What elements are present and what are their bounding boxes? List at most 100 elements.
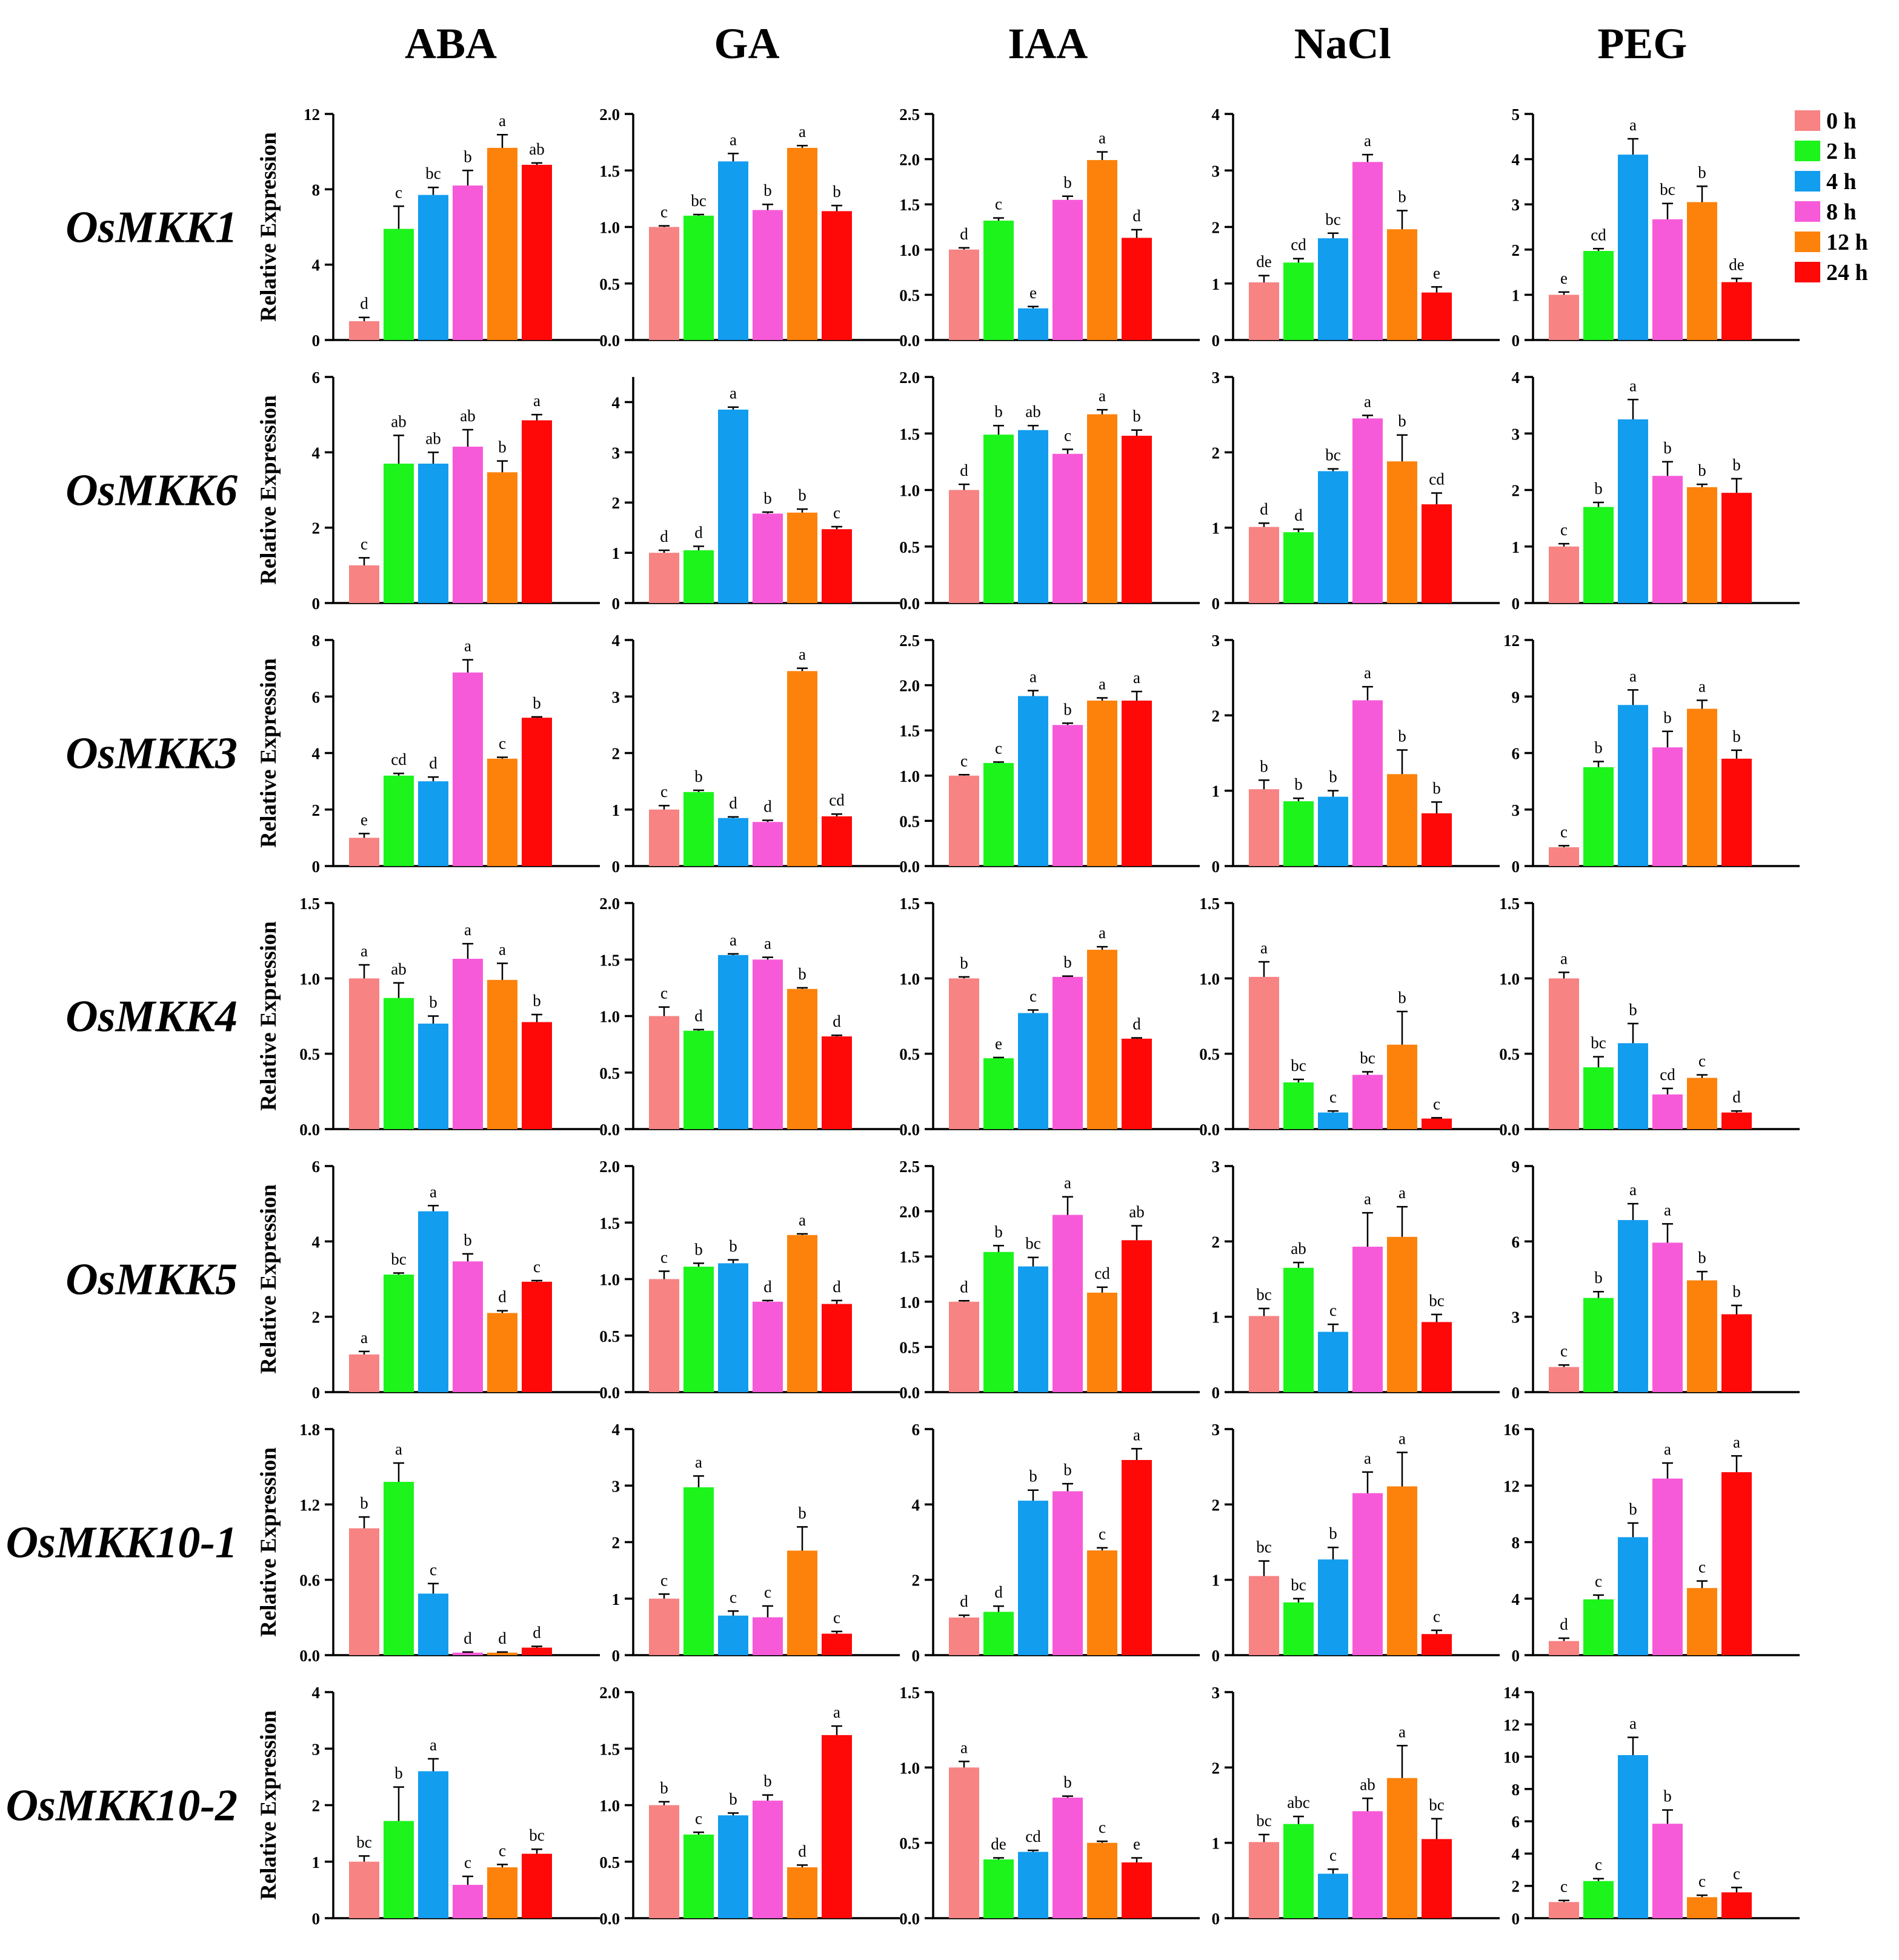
y-tick-label: 0.0	[899, 332, 920, 350]
significance-letter: cd	[1429, 470, 1445, 488]
bar-8-h	[1352, 1247, 1383, 1392]
y-tick-label: 0	[312, 1910, 321, 1928]
bar-8-h	[1053, 1798, 1083, 1918]
bar-2-h	[983, 1058, 1014, 1129]
significance-letter: b	[1063, 700, 1072, 718]
bar-24-h	[1721, 493, 1752, 603]
significance-letter: a	[1629, 1181, 1637, 1199]
y-tick-label: 0.5	[899, 812, 920, 830]
bar-12-h	[1387, 1778, 1417, 1918]
bar-24-h	[522, 718, 552, 866]
significance-letter: a	[799, 122, 806, 141]
y-tick-label: 1.5	[299, 895, 320, 913]
significance-letter: b	[1029, 1467, 1037, 1485]
legend-label-12-h: 12 h	[1826, 230, 1868, 255]
significance-letter: bc	[1256, 1538, 1272, 1556]
y-tick-label: 0.0	[299, 1121, 320, 1139]
significance-letter: a	[799, 1211, 806, 1229]
y-tick-label: 4	[1512, 1845, 1520, 1863]
bar-8-h	[453, 1884, 483, 1918]
significance-letter: a	[1629, 376, 1637, 395]
bar-24-h	[822, 816, 852, 866]
significance-letter: a	[1064, 1174, 1071, 1192]
bar-0-h	[649, 1016, 679, 1129]
y-tick-label: 1.5	[599, 1740, 620, 1758]
significance-letter: c	[660, 984, 668, 1002]
bar-2-h	[1283, 1602, 1314, 1655]
y-tick-label: 12	[1503, 632, 1520, 650]
y-tick-label: 2	[912, 1572, 920, 1590]
bar-12-h	[787, 671, 817, 866]
significance-letter: a	[730, 384, 737, 402]
significance-letter: a	[1664, 1440, 1671, 1458]
bar-8-h	[753, 1801, 783, 1918]
significance-letter: c	[1329, 1088, 1337, 1106]
y-tick-label: 1.0	[899, 1759, 920, 1777]
bar-0-h	[349, 838, 379, 866]
bar-24-h	[822, 1304, 852, 1392]
significance-letter: a	[361, 1328, 368, 1347]
column-title-aba: ABA	[405, 19, 497, 68]
y-tick-label: 0	[1512, 1910, 1520, 1928]
significance-letter: d	[798, 1842, 806, 1860]
significance-letter: c	[533, 1258, 540, 1276]
bar-2-h	[384, 1821, 414, 1918]
significance-letter: e	[1433, 264, 1440, 282]
y-tick-label: 2	[1212, 707, 1220, 725]
bar-24-h	[822, 211, 852, 340]
bar-0-h	[949, 490, 979, 603]
significance-letter: b	[1698, 1248, 1706, 1267]
bar-12-h	[1687, 202, 1717, 340]
significance-letter: c	[1029, 987, 1037, 1005]
y-tick-label: 1.5	[599, 1214, 620, 1232]
significance-letter: c	[833, 504, 840, 522]
bar-12-h	[1087, 950, 1117, 1129]
significance-letter: de	[1256, 253, 1272, 271]
y-tick-label: 0	[1512, 595, 1520, 613]
significance-letter: de	[1729, 256, 1744, 274]
bar-12-h	[1087, 160, 1117, 340]
bar-12-h	[1087, 700, 1117, 866]
significance-letter: a	[1364, 132, 1371, 150]
bar-2-h	[1583, 767, 1614, 866]
significance-letter: b	[1398, 412, 1406, 430]
significance-letter: cd	[829, 791, 845, 809]
y-tick-label: 0.5	[1499, 1045, 1520, 1064]
bar-12-h	[487, 1313, 517, 1392]
bar-12-h	[787, 512, 817, 603]
bar-4-h	[718, 818, 748, 866]
significance-letter: ab	[460, 407, 475, 425]
significance-letter: b	[1663, 439, 1672, 457]
bar-0-h	[349, 1354, 379, 1392]
bar-2-h	[983, 1612, 1014, 1655]
y-tick-label: 1.0	[899, 1293, 920, 1312]
significance-letter: a	[1629, 1715, 1637, 1733]
y-tick-label: 4	[912, 1496, 920, 1514]
panel-osmkk5-peg: 0 3 6 9 c b a a b b	[1512, 1158, 1800, 1402]
significance-letter: a	[764, 935, 771, 953]
significance-letter: c	[660, 203, 668, 221]
bar-8-h	[1053, 453, 1083, 603]
significance-letter: a	[1099, 675, 1106, 693]
bar-2-h	[983, 1859, 1014, 1918]
y-tick-label: 1	[312, 1853, 321, 1872]
significance-letter: b	[798, 965, 806, 983]
significance-letter: c	[1560, 822, 1568, 841]
bar-0-h	[949, 1617, 979, 1655]
significance-letter: ab	[391, 412, 406, 430]
y-tick-label: 3	[1512, 425, 1520, 443]
significance-letter: b	[960, 954, 968, 972]
significance-letter: c	[695, 1809, 702, 1827]
significance-letter: b	[1063, 1461, 1072, 1479]
y-tick-label: 0	[912, 1647, 920, 1665]
bar-24-h	[1721, 758, 1752, 866]
bar-8-h	[1053, 1491, 1083, 1655]
significance-letter: c	[660, 1248, 668, 1266]
significance-letter: b	[1432, 779, 1441, 797]
significance-letter: d	[960, 1278, 968, 1296]
bar-8-h	[1053, 725, 1083, 866]
bar-2-h	[983, 1252, 1014, 1392]
bar-8-h	[1352, 418, 1383, 603]
y-tick-label: 0	[1512, 332, 1520, 350]
